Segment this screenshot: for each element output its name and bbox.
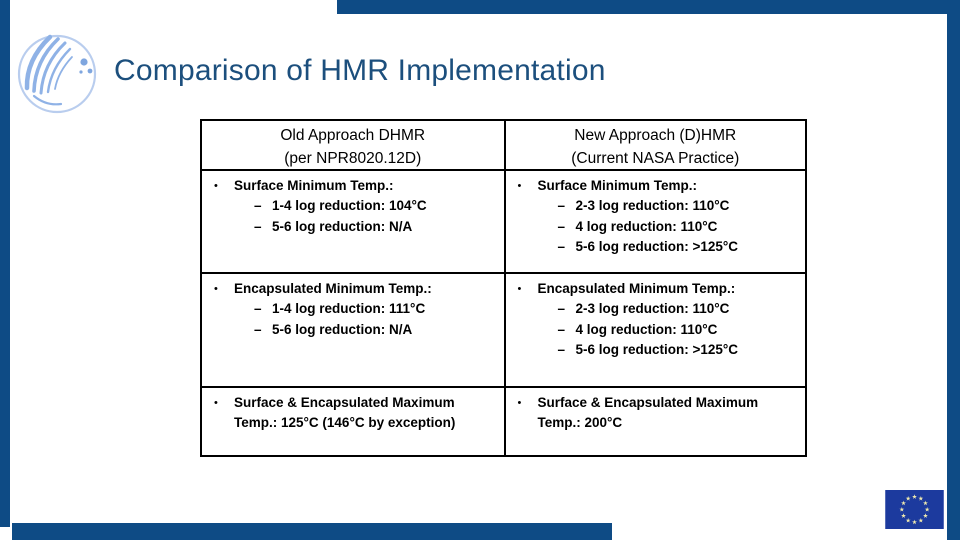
list-item: 2-3 log reduction: 110°C bbox=[575, 198, 730, 213]
eu-flag-icon bbox=[885, 490, 944, 529]
list-item: 5-6 log reduction: N/A bbox=[272, 218, 413, 234]
bullet-marker: • bbox=[517, 283, 522, 295]
dash-marker: – bbox=[557, 301, 566, 316]
cell-title: Surface Minimum Temp.: bbox=[234, 178, 394, 193]
table-cell-old-surface-min: • Surface Minimum Temp.: – 1-4 log reduc… bbox=[202, 171, 504, 274]
list-item: 2-3 log reduction: 110°C bbox=[575, 301, 730, 316]
dash-marker: – bbox=[254, 218, 262, 234]
bullet-marker: • bbox=[517, 397, 522, 409]
cell-title: Surface Minimum Temp.: bbox=[537, 178, 698, 193]
list-item: 5-6 log reduction: >125°C bbox=[575, 342, 739, 357]
list-item: 5-6 log reduction: N/A bbox=[272, 321, 413, 337]
table-cell-new-encapsulated-min: • Encapsulated Minimum Temp.: – 2-3 log … bbox=[503, 274, 805, 388]
dash-marker: – bbox=[254, 301, 262, 316]
dash-marker: – bbox=[557, 342, 566, 357]
table-cell-new-surface-min: • Surface Minimum Temp.: – 2-3 log reduc… bbox=[503, 171, 805, 274]
comparison-table: Old Approach DHMR (per NPR8020.12D) New … bbox=[200, 119, 807, 457]
bullet-marker: • bbox=[214, 283, 218, 295]
list-item: 1-4 log reduction: 104°C bbox=[272, 198, 427, 213]
bullet-marker: • bbox=[214, 397, 218, 409]
cell-title: Surface & Encapsulated Maximum Temp.: 20… bbox=[537, 395, 759, 430]
list-item: 5-6 log reduction: >125°C bbox=[575, 239, 739, 254]
left-accent-bar bbox=[0, 0, 10, 527]
page-title: Comparison of HMR Implementation bbox=[114, 54, 606, 87]
bullet-marker: • bbox=[214, 180, 218, 192]
list-item: 4 log reduction: 110°C bbox=[575, 218, 718, 234]
table-cell-new-maximum: • Surface & Encapsulated Maximum Temp.: … bbox=[503, 388, 806, 457]
dash-marker: – bbox=[254, 321, 262, 337]
header-line: New Approach (D)HMR bbox=[574, 126, 737, 144]
dash-marker: – bbox=[557, 218, 566, 234]
dash-marker: – bbox=[557, 321, 566, 337]
list-item: 4 log reduction: 110°C bbox=[575, 321, 718, 337]
cell-title: Encapsulated Minimum Temp.: bbox=[234, 281, 432, 296]
table-cell-old-encapsulated-min: • Encapsulated Minimum Temp.: – 1-4 log … bbox=[202, 274, 504, 388]
top-accent-bar bbox=[337, 0, 960, 14]
dash-marker: – bbox=[557, 198, 566, 213]
list-item: 1-4 log reduction: 111°C bbox=[272, 301, 426, 316]
table-header-new-approach: New Approach (D)HMR (Current NASA Practi… bbox=[503, 121, 805, 171]
dash-marker: – bbox=[254, 198, 262, 213]
table-cell-old-maximum: • Surface & Encapsulated Maximum Temp.: … bbox=[202, 388, 504, 457]
cell-title: Surface & Encapsulated Maximum Temp.: 12… bbox=[234, 395, 456, 430]
dash-marker: – bbox=[557, 239, 566, 254]
globe-sketch-logo-icon bbox=[17, 34, 97, 114]
bottom-accent-bar bbox=[12, 523, 612, 540]
header-line: (Current NASA Practice) bbox=[571, 149, 740, 167]
bullet-marker: • bbox=[517, 180, 522, 192]
cell-title: Encapsulated Minimum Temp.: bbox=[537, 281, 736, 296]
header-line: (per NPR8020.12D) bbox=[284, 149, 422, 167]
right-accent-bar bbox=[947, 0, 960, 540]
header-line: Old Approach DHMR bbox=[280, 126, 426, 144]
table-header-old-approach: Old Approach DHMR (per NPR8020.12D) bbox=[202, 121, 504, 171]
